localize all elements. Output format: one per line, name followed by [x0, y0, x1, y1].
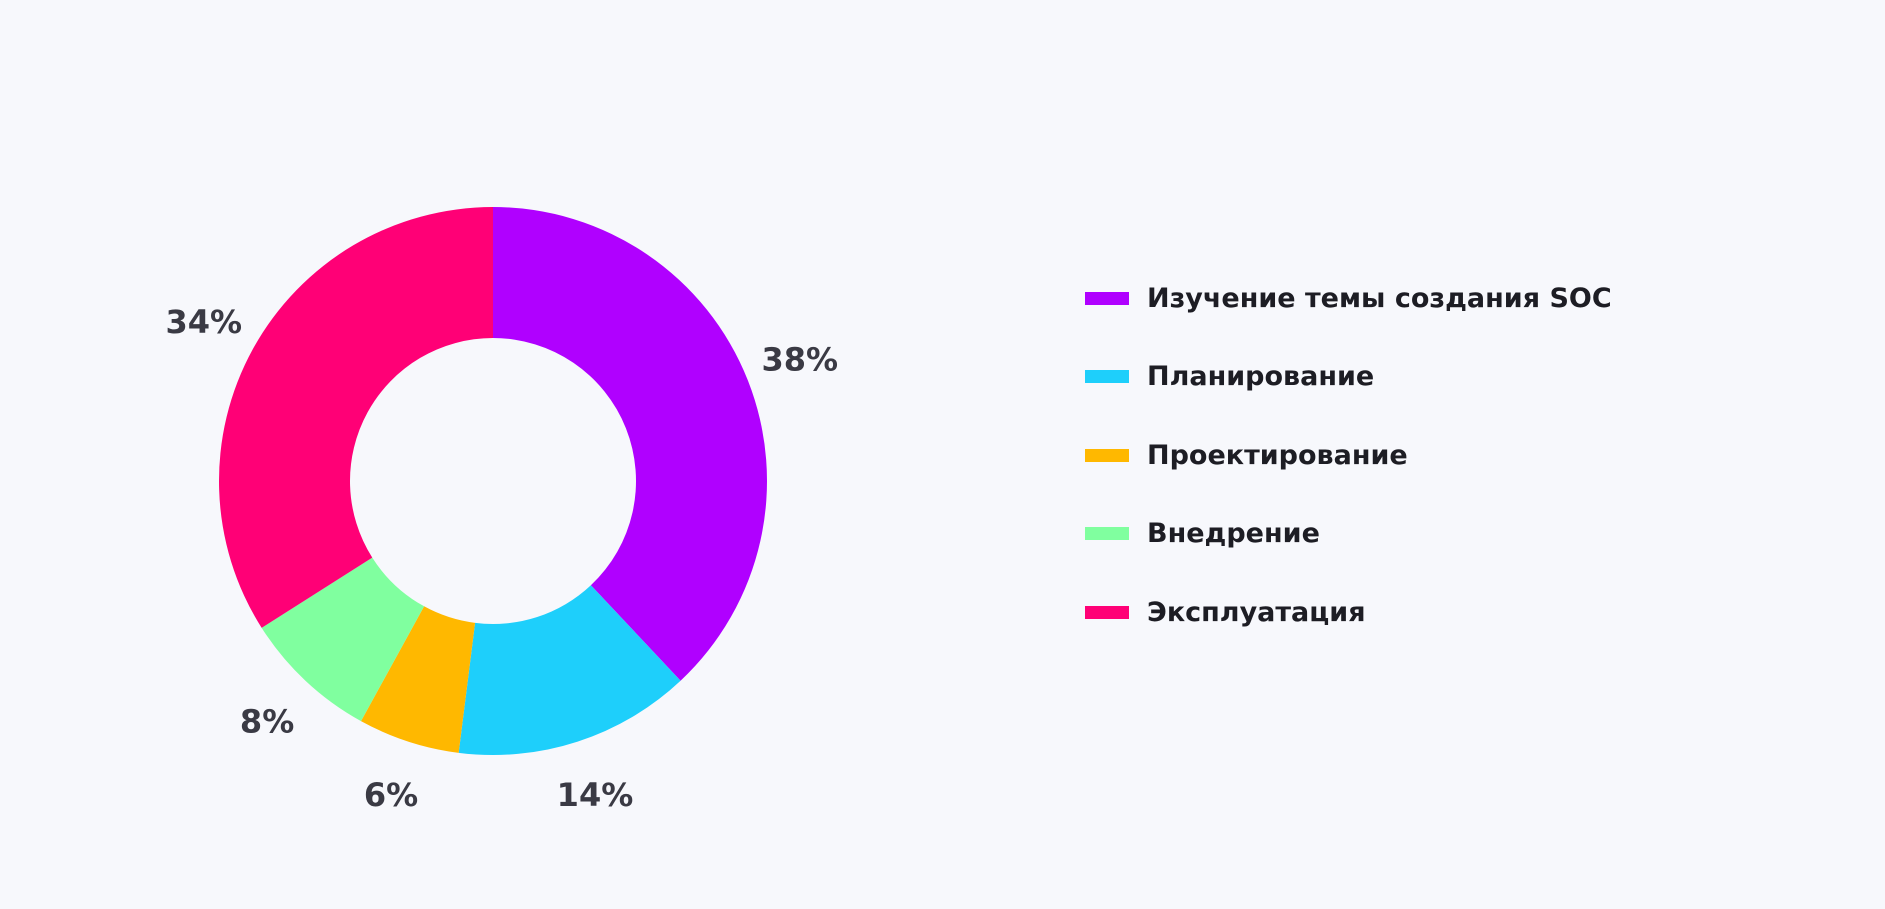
donut-slices	[218, 207, 768, 755]
legend-label: Проектирование	[1147, 439, 1408, 471]
legend-label: Изучение темы создания SOC	[1147, 282, 1612, 314]
slice-эксплуатация	[218, 207, 493, 628]
legend-item-эксплуатация: Эксплуатация	[1085, 590, 1612, 634]
value-label-внедрение: 8%	[240, 703, 294, 741]
legend-label: Внедрение	[1147, 518, 1320, 549]
legend-label: Планирование	[1147, 361, 1375, 392]
legend-item-внедрение: Внедрение	[1085, 512, 1612, 556]
chart-legend: Изучение темы создания SOC Планирование Пр…	[1085, 276, 1612, 669]
slice-планирование	[458, 585, 681, 755]
legend-swatch	[1085, 291, 1129, 305]
value-label-проектирование: 6%	[364, 776, 418, 814]
legend-swatch	[1085, 448, 1129, 462]
legend-swatch	[1085, 605, 1129, 619]
value-label-планирование: 14%	[557, 776, 634, 814]
legend-swatch	[1085, 527, 1129, 540]
value-label-эксплуатация: 34%	[166, 303, 243, 341]
legend-item-изучение-темы-создания-soc: Изучение темы создания SOC	[1085, 276, 1612, 320]
legend-label: Эксплуатация	[1147, 596, 1366, 628]
slice-внедрение	[261, 557, 425, 722]
value-label-изучение-темы-создания-soc: 38%	[762, 341, 839, 379]
slice-изучение-темы-создания-soc	[493, 207, 768, 681]
slice-проектирование	[360, 606, 476, 753]
legend-item-проектирование: Проектирование	[1085, 433, 1612, 477]
slice-value-labels: 38% 14% 6% 8% 34%	[166, 303, 839, 814]
legend-item-планирование: Планирование	[1085, 355, 1612, 399]
legend-swatch	[1085, 370, 1129, 383]
